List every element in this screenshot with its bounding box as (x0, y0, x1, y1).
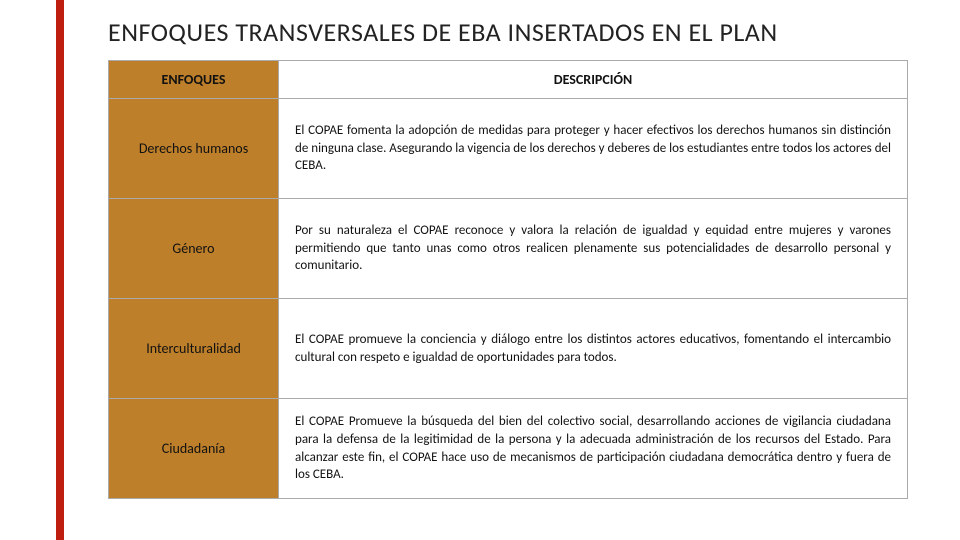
page-title: ENFOQUES TRANSVERSALES DE EBA INSERTADOS… (108, 16, 908, 48)
col-header-enfoques: ENFOQUES (109, 61, 279, 99)
table-header-row: ENFOQUES DESCRIPCIÓN (109, 61, 908, 99)
cell-descripcion: El COPAE Promueve la búsqueda del bien d… (279, 399, 908, 499)
col-header-descripcion: DESCRIPCIÓN (279, 61, 908, 99)
table-row: Derechos humanos El COPAE fomenta la ado… (109, 99, 908, 199)
cell-descripcion: El COPAE fomenta la adopción de medidas … (279, 99, 908, 199)
table-row: Ciudadanía El COPAE Promueve la búsqueda… (109, 399, 908, 499)
cell-enfoque: Derechos humanos (109, 99, 279, 199)
cell-enfoque: Interculturalidad (109, 299, 279, 399)
table-row: Interculturalidad El COPAE promueve la c… (109, 299, 908, 399)
enfoques-table: ENFOQUES DESCRIPCIÓN Derechos humanos El… (108, 60, 908, 499)
cell-descripcion: El COPAE promueve la conciencia y diálog… (279, 299, 908, 399)
slide-content: ENFOQUES TRANSVERSALES DE EBA INSERTADOS… (108, 16, 908, 499)
table-row: Género Por su naturaleza el COPAE recono… (109, 199, 908, 299)
accent-bar (56, 0, 64, 540)
cell-enfoque: Ciudadanía (109, 399, 279, 499)
cell-enfoque: Género (109, 199, 279, 299)
cell-descripcion: Por su naturaleza el COPAE reconoce y va… (279, 199, 908, 299)
